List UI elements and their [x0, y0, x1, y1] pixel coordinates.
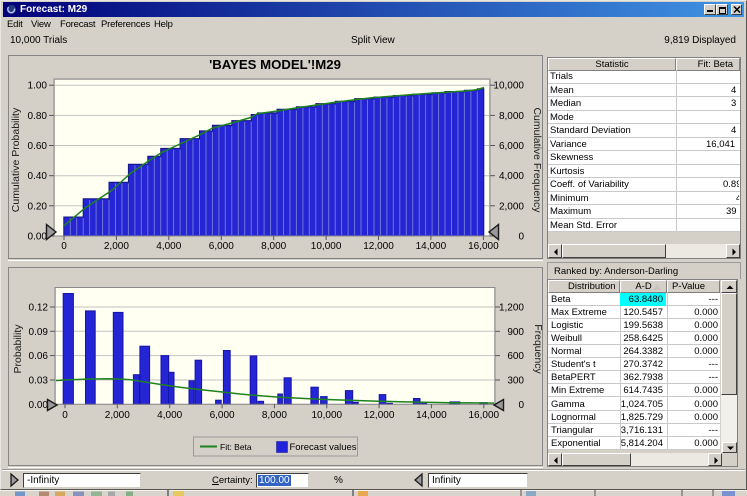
- svg-text:0.20: 0.20: [28, 201, 48, 212]
- svg-text:0: 0: [61, 241, 67, 252]
- svg-text:0: 0: [518, 400, 524, 411]
- svg-text:1.00: 1.00: [28, 81, 48, 92]
- svg-text:0.00: 0.00: [28, 232, 48, 243]
- svg-text:8,000: 8,000: [499, 111, 524, 122]
- svg-text:Cumulative Probability: Cumulative Probability: [10, 107, 22, 212]
- svg-text:Fit: Beta: Fit: Beta: [220, 442, 252, 452]
- svg-text:14,000: 14,000: [416, 410, 447, 421]
- svg-text:0.00: 0.00: [29, 400, 49, 411]
- svg-text:12,000: 12,000: [364, 410, 395, 421]
- svg-text:0.80: 0.80: [28, 111, 48, 122]
- svg-text:900: 900: [507, 327, 524, 338]
- svg-text:8,000: 8,000: [262, 410, 287, 421]
- svg-text:0.03: 0.03: [29, 376, 49, 387]
- svg-text:Frequency: Frequency: [532, 324, 544, 374]
- svg-text:1,200: 1,200: [499, 303, 524, 314]
- svg-text:4,000: 4,000: [157, 410, 182, 421]
- svg-text:10,000: 10,000: [312, 410, 343, 421]
- svg-text:16,000: 16,000: [469, 410, 500, 421]
- svg-text:0.12: 0.12: [29, 303, 49, 314]
- svg-text:6,000: 6,000: [209, 241, 234, 252]
- svg-text:2,000: 2,000: [499, 201, 524, 212]
- svg-text:0.09: 0.09: [29, 327, 49, 338]
- svg-text:16,000: 16,000: [468, 241, 499, 252]
- svg-text:10,000: 10,000: [493, 81, 524, 92]
- svg-text:Cumulative Frequency: Cumulative Frequency: [531, 107, 543, 213]
- svg-text:0: 0: [62, 410, 68, 421]
- svg-text:0.06: 0.06: [29, 351, 49, 362]
- svg-text:8,000: 8,000: [261, 241, 286, 252]
- svg-text:Forecast values: Forecast values: [290, 442, 357, 453]
- svg-text:2,000: 2,000: [105, 410, 130, 421]
- svg-text:'BAYES MODEL'!M29: 'BAYES MODEL'!M29: [209, 57, 341, 72]
- svg-text:0: 0: [518, 232, 524, 243]
- svg-text:600: 600: [507, 351, 524, 362]
- svg-text:12,000: 12,000: [363, 241, 394, 252]
- svg-text:10,000: 10,000: [311, 241, 342, 252]
- svg-text:300: 300: [507, 376, 524, 387]
- svg-text:4,000: 4,000: [499, 171, 524, 182]
- svg-text:4,000: 4,000: [156, 241, 181, 252]
- svg-text:2,000: 2,000: [104, 241, 129, 252]
- svg-text:0.60: 0.60: [28, 141, 48, 152]
- svg-text:Probability: Probability: [12, 324, 24, 374]
- svg-text:0.40: 0.40: [28, 171, 48, 182]
- svg-text:6,000: 6,000: [210, 410, 235, 421]
- svg-text:6,000: 6,000: [499, 141, 524, 152]
- svg-text:14,000: 14,000: [416, 241, 447, 252]
